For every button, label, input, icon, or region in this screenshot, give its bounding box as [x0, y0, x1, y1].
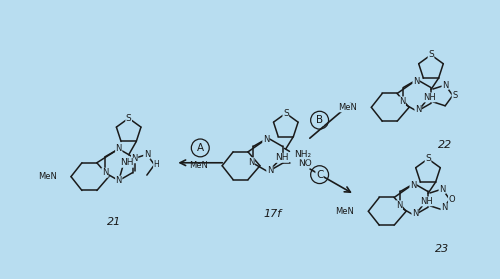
Text: N: N — [441, 203, 448, 212]
Text: N: N — [262, 134, 269, 143]
Text: 21: 21 — [106, 217, 121, 227]
Text: S: S — [452, 91, 458, 100]
Text: N: N — [439, 184, 446, 194]
Text: B: B — [316, 115, 323, 125]
Text: O: O — [448, 195, 455, 204]
Text: S: S — [126, 114, 132, 123]
Text: NH₂: NH₂ — [294, 150, 312, 159]
Text: NH: NH — [422, 93, 436, 102]
Text: NH: NH — [275, 153, 288, 162]
Text: N: N — [412, 209, 418, 218]
Text: MeN: MeN — [338, 103, 357, 112]
Text: S: S — [425, 154, 431, 163]
Text: NH: NH — [420, 197, 432, 206]
Text: N: N — [116, 176, 122, 185]
Text: S: S — [283, 109, 288, 118]
Text: N: N — [415, 105, 421, 114]
Text: N: N — [266, 166, 273, 175]
Text: NO: NO — [298, 159, 312, 168]
Text: H: H — [154, 160, 160, 169]
Text: NH: NH — [120, 158, 134, 167]
Text: MeN: MeN — [336, 207, 354, 216]
Text: N: N — [132, 154, 138, 163]
Text: S: S — [428, 50, 434, 59]
Text: 22: 22 — [438, 140, 452, 150]
Text: MeN: MeN — [38, 172, 57, 181]
Text: 17f: 17f — [264, 209, 282, 219]
Text: 23: 23 — [435, 244, 449, 254]
Text: N: N — [248, 158, 254, 167]
Text: N: N — [442, 81, 448, 90]
Text: A: A — [196, 143, 204, 153]
Text: N: N — [102, 168, 108, 177]
Text: N: N — [413, 77, 420, 86]
Text: N: N — [396, 201, 402, 210]
Text: N: N — [399, 97, 406, 106]
Text: MeN: MeN — [190, 161, 208, 170]
Text: N: N — [410, 181, 416, 190]
Text: C: C — [316, 170, 324, 180]
Text: N: N — [144, 150, 150, 159]
Text: N: N — [116, 145, 122, 153]
